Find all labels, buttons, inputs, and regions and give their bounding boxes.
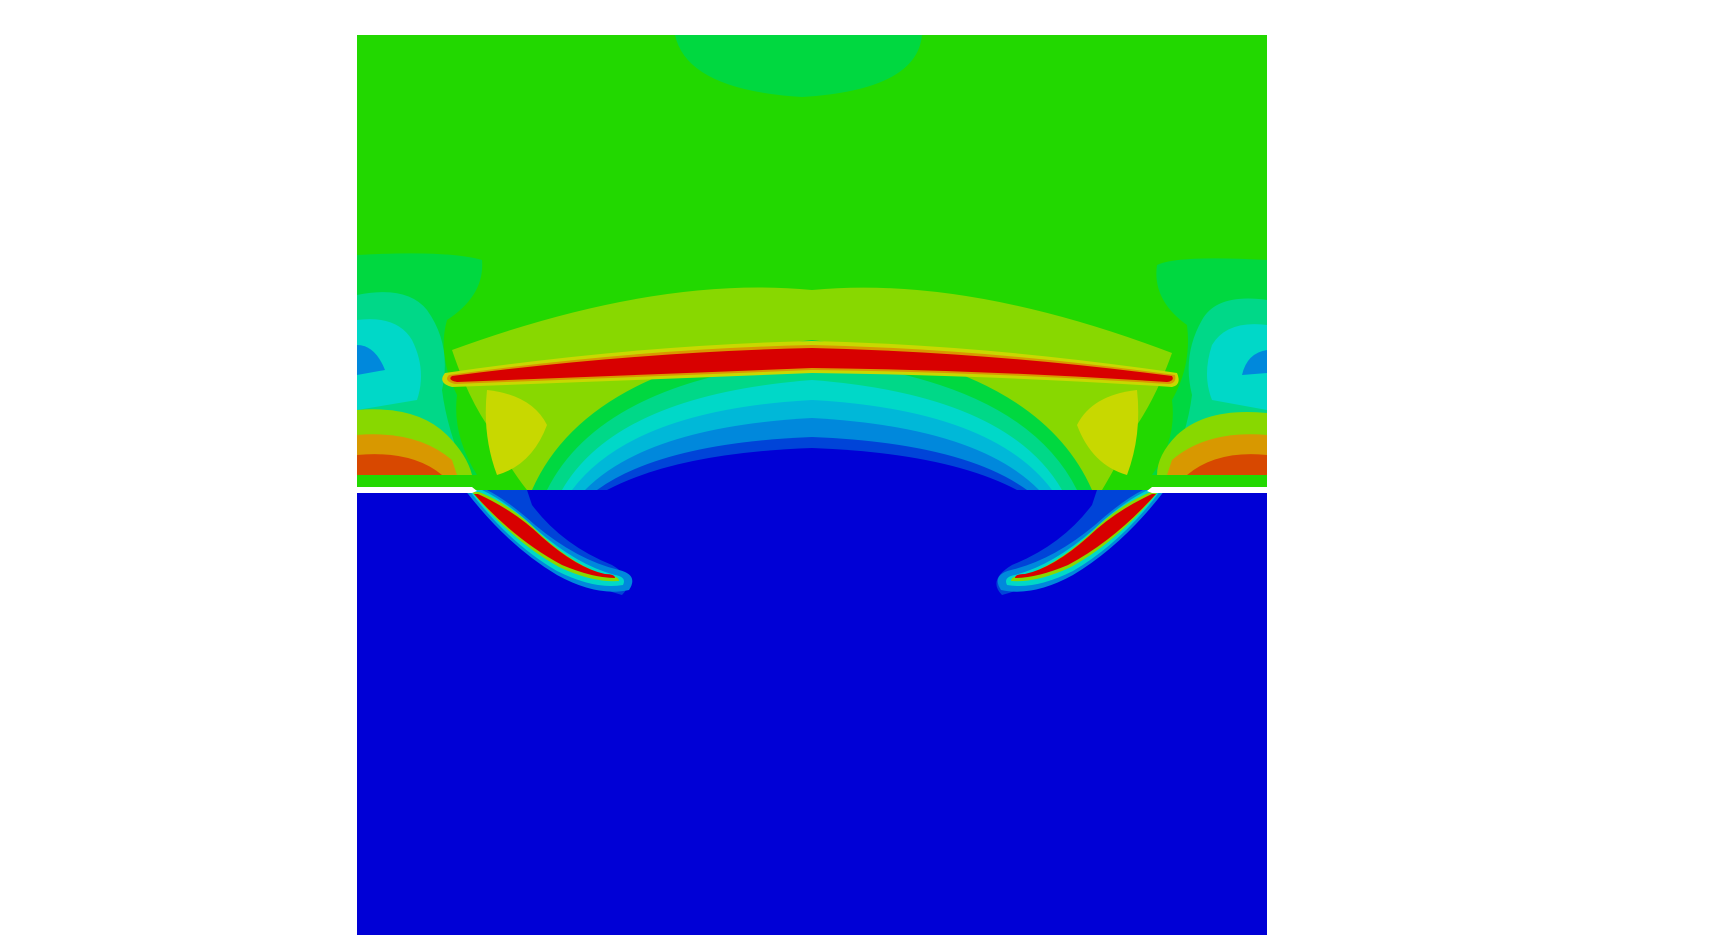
left-crack-red: [474, 494, 615, 578]
arch-yellow-left: [485, 390, 547, 475]
left-band-cyan: [357, 319, 421, 410]
arch-core: [607, 448, 1017, 490]
left-band-blue: [357, 345, 385, 375]
lower-region: [357, 490, 1267, 935]
right-band-blue: [1242, 350, 1267, 375]
top-center-bulge: [675, 35, 922, 97]
contour-plot: [357, 35, 1267, 935]
right-lower-pocket: [975, 493, 1067, 542]
notch-right: [1147, 487, 1267, 493]
main-crack-red: [450, 348, 1173, 382]
arch-yellow-right: [1077, 390, 1139, 475]
right-band-cyan: [1207, 324, 1267, 410]
contour-field: [357, 35, 1267, 935]
right-crack-red: [1015, 494, 1156, 578]
left-lower-pocket: [557, 493, 649, 542]
notch-left: [357, 487, 477, 493]
right-band-redorange: [1187, 454, 1267, 475]
left-band-redorange: [357, 454, 442, 475]
